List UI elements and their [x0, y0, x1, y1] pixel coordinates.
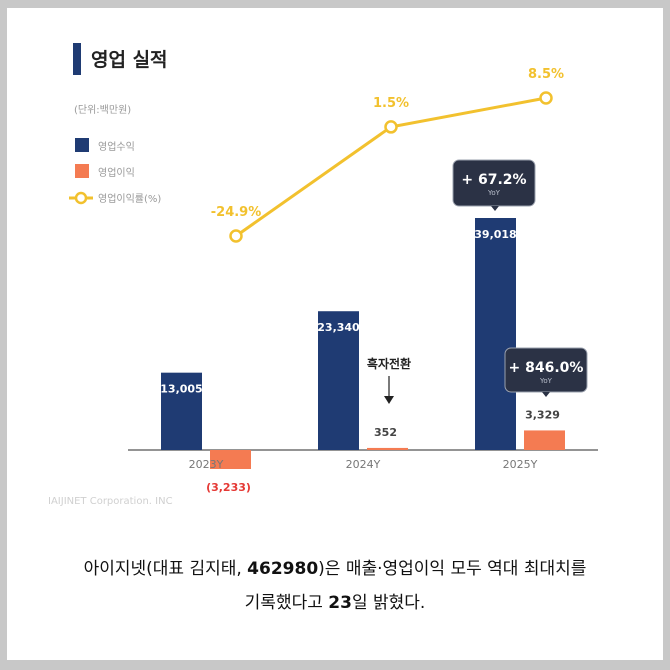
margin-label-2024Y: 1.5%: [373, 96, 409, 111]
x-tick-2024Y: 2024Y: [346, 458, 381, 471]
caption-text: 아이지넷(대표 김지태,: [83, 559, 248, 579]
label-profit-2025Y: 3,329: [525, 408, 560, 421]
tooltip-revenue-yoy-pointer: [491, 206, 499, 211]
bar-profit-2024Y: [367, 447, 408, 450]
tooltip-revenue-yoy-value: + 67.2%: [461, 172, 526, 188]
title-accent-bar: [73, 43, 81, 75]
tooltip-revenue-yoy-sub: YoY: [487, 189, 501, 197]
margin-point-2023Y: [229, 229, 243, 243]
unit-note: (단위:백만원): [74, 103, 131, 116]
bar-profit-2023Y: [210, 450, 251, 469]
caption-date: 23: [328, 593, 352, 613]
legend-swatch-revenue: [75, 138, 89, 152]
annotation-turnaround: 흑자전환: [367, 356, 411, 371]
watermark: IAIJINET Corporation. INC: [48, 496, 173, 507]
margin-label-2025Y: 8.5%: [528, 67, 564, 82]
operating-results-chart: 영업 실적 (단위:백만원) 영업수익 영업이익 영업이익률(%) 13,005…: [48, 43, 598, 507]
bar-revenue-2023Y: [161, 372, 202, 450]
legend-label-margin: 영업이익률(%): [98, 192, 161, 205]
bar-profit-2025Y: [524, 430, 565, 450]
margin-label-2023Y: -24.9%: [211, 205, 262, 220]
margin-point-2025Y: [539, 91, 553, 105]
caption: 아이지넷(대표 김지태, 462980)은 매출·영업이익 모두 역대 최대치를…: [0, 552, 670, 620]
label-profit-2023Y: (3,233): [206, 481, 251, 494]
margin-point-2024Y: [384, 120, 398, 134]
legend-label-profit: 영업이익: [98, 166, 135, 179]
legend-swatch-profit: [75, 164, 89, 178]
bar-revenue-2024Y: [318, 311, 359, 450]
caption-text: 일 밝혔다.: [351, 593, 426, 613]
caption-text: )은 매출·영업이익 모두 역대 최대치를: [318, 559, 587, 579]
caption-line-2: 기록했다고 23일 밝혔다.: [0, 586, 670, 620]
tooltip-revenue-yoy: + 67.2%YoY: [452, 159, 536, 211]
tooltip-profit-yoy-value: + 846.0%: [509, 360, 584, 376]
legend-label-revenue: 영업수익: [98, 140, 135, 153]
label-revenue-2024Y: 23,340: [317, 321, 360, 334]
arrow-head-icon: [384, 396, 394, 404]
caption-text: 기록했다고: [244, 593, 329, 613]
caption-stock-code: 462980: [247, 559, 319, 579]
bar-revenue-2025Y: [475, 218, 516, 450]
label-profit-2024Y: 352: [374, 426, 397, 439]
tooltip-profit-yoy: + 846.0%YoY: [504, 347, 588, 397]
caption-line-1: 아이지넷(대표 김지태, 462980)은 매출·영업이익 모두 역대 최대치를: [0, 552, 670, 586]
label-revenue-2025Y: 39,018: [474, 228, 516, 241]
chart-title: 영업 실적: [91, 49, 168, 71]
tooltip-profit-yoy-sub: YoY: [539, 377, 553, 385]
tooltip-profit-yoy-pointer: [542, 392, 550, 397]
legend-marker-margin: [74, 191, 88, 205]
x-tick-2023Y: 2023Y: [189, 458, 224, 471]
x-tick-2025Y: 2025Y: [503, 458, 538, 471]
legend: 영업수익 영업이익 영업이익률(%): [69, 138, 161, 205]
label-revenue-2023Y: 13,005: [160, 383, 202, 396]
